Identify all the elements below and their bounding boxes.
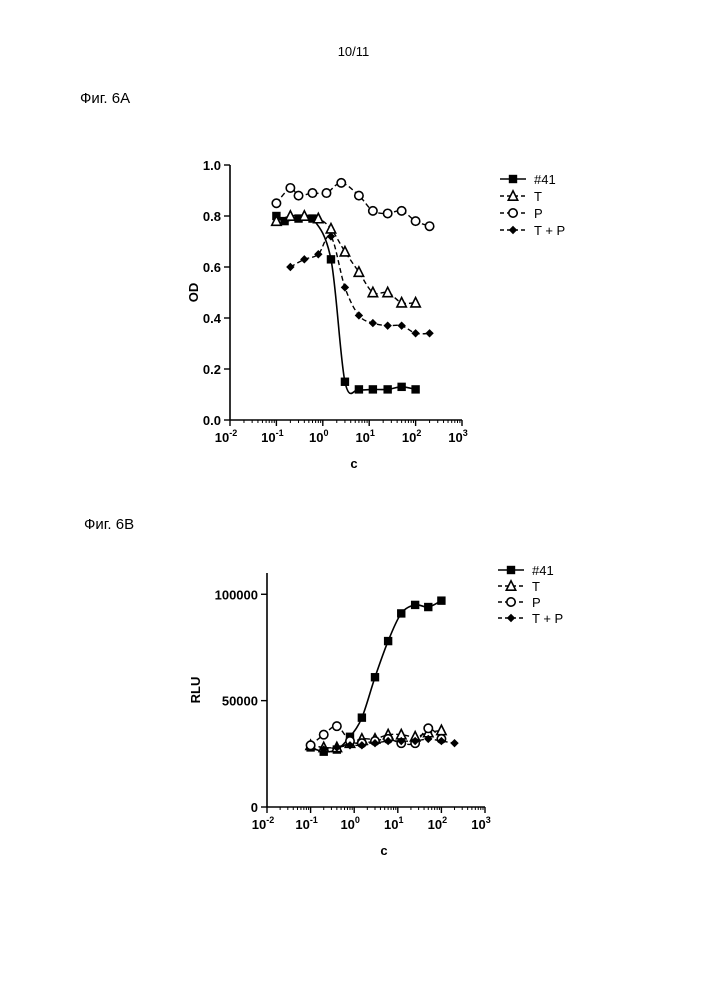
x-tick-label: 10-2 (252, 815, 274, 832)
data-point-0 (384, 637, 392, 645)
y-tick-label: 100000 (215, 587, 258, 602)
legend-marker (507, 566, 515, 574)
x-tick-label: 102 (428, 815, 447, 832)
legend-label: T + P (532, 611, 563, 626)
x-tick-exponent: 1 (399, 815, 404, 825)
x-axis-title: c (380, 843, 387, 858)
y-axis-title: RLU (188, 677, 203, 704)
data-point-3 (450, 739, 458, 747)
legend-marker (507, 614, 515, 622)
data-point-1 (437, 725, 446, 734)
x-tick-label: 103 (471, 815, 490, 832)
x-tick-exponent: -2 (266, 815, 274, 825)
data-point-0 (358, 713, 366, 721)
y-tick-label: 0 (251, 800, 258, 815)
data-point-0 (371, 673, 379, 681)
x-tick-label: 101 (384, 815, 403, 832)
legend-marker (507, 598, 515, 606)
legend-label: T (532, 579, 540, 594)
data-point-2 (424, 724, 432, 732)
x-tick-label: 10-1 (295, 815, 317, 832)
data-point-0 (411, 601, 419, 609)
data-point-2 (306, 741, 314, 749)
y-tick-label: 50000 (222, 694, 258, 709)
x-tick-exponent: 0 (355, 815, 360, 825)
data-point-0 (437, 596, 445, 604)
data-point-0 (397, 609, 405, 617)
x-tick-label: 100 (340, 815, 359, 832)
x-tick-exponent: 3 (486, 815, 491, 825)
legend-label: #41 (532, 563, 554, 578)
data-point-0 (424, 603, 432, 611)
legend-label: P (532, 595, 541, 610)
data-point-2 (333, 722, 341, 730)
x-tick-exponent: -1 (310, 815, 318, 825)
x-tick-exponent: 2 (442, 815, 447, 825)
data-point-2 (320, 730, 328, 738)
